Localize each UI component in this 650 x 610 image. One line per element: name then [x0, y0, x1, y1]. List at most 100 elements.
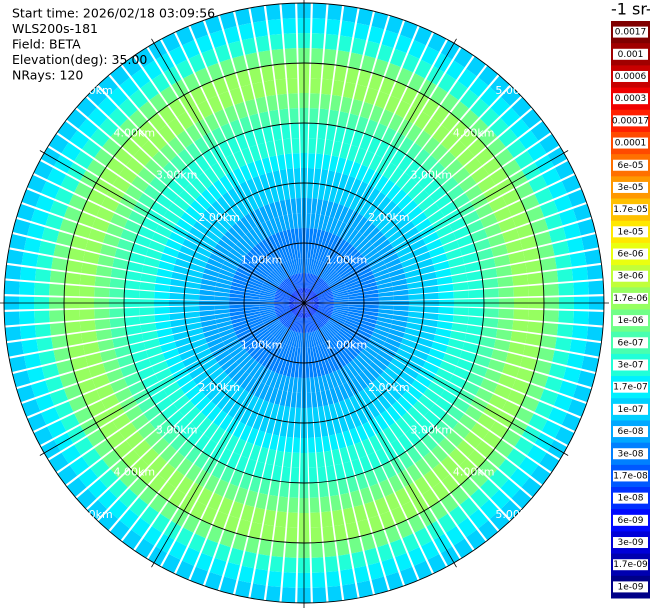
gate: [318, 297, 334, 301]
gate: [193, 343, 210, 355]
gate: [190, 200, 206, 215]
colorbar-label-bg: [613, 426, 648, 438]
colorbar-label-bg: [613, 403, 648, 415]
gate: [395, 552, 413, 572]
gate: [374, 273, 391, 282]
gate: [214, 350, 230, 363]
gate: [406, 385, 423, 400]
gate: [258, 190, 269, 206]
range-ring-label: 3.00km: [410, 169, 452, 182]
gate: [462, 252, 479, 264]
gate: [171, 271, 188, 281]
gate: [467, 316, 484, 326]
gate: [244, 306, 260, 311]
gate: [380, 371, 395, 386]
gate: [489, 167, 509, 185]
gate: [390, 506, 407, 525]
gate: [244, 213, 257, 229]
gate: [287, 376, 294, 393]
gate: [348, 304, 364, 308]
gate: [244, 309, 260, 314]
gate: [328, 403, 338, 420]
colorbar-label-bg: [613, 581, 648, 593]
gate: [356, 267, 372, 277]
gate: [349, 231, 363, 246]
gate: [398, 343, 415, 355]
gate: [369, 435, 383, 452]
gate: [288, 497, 299, 513]
gate: [289, 298, 304, 303]
gate: [360, 533, 376, 551]
gate: [339, 446, 351, 464]
gate: [155, 321, 172, 330]
gate: [374, 91, 390, 109]
gate: [224, 483, 239, 501]
gate: [160, 501, 178, 520]
gate: [21, 399, 41, 417]
gate: [376, 375, 391, 390]
gate: [573, 281, 589, 295]
gate: [34, 282, 50, 296]
gate: [335, 432, 347, 449]
gate: [305, 317, 308, 333]
gate: [234, 326, 250, 336]
gate: [480, 499, 500, 520]
gate: [128, 210, 146, 225]
gate: [215, 316, 232, 324]
gate: [74, 182, 93, 199]
gate: [263, 509, 276, 526]
gate: [452, 282, 469, 291]
gate: [440, 455, 459, 474]
gate: [149, 93, 168, 113]
gate: [69, 456, 90, 476]
gate: [338, 330, 352, 342]
gate: [445, 346, 463, 358]
gate: [304, 301, 319, 303]
gate: [423, 470, 441, 488]
gate: [214, 313, 231, 320]
gate: [56, 231, 74, 247]
colorbar-label-bg: [613, 359, 648, 371]
gate: [74, 437, 94, 456]
gate: [214, 286, 231, 293]
gate: [462, 210, 480, 225]
gate: [27, 366, 45, 383]
gate: [176, 527, 194, 547]
gate: [238, 22, 254, 41]
gate: [276, 266, 287, 280]
gate: [450, 486, 469, 505]
gate: [339, 400, 350, 416]
gate: [63, 383, 82, 400]
gate: [436, 368, 453, 382]
gate: [447, 184, 465, 201]
gate: [308, 452, 317, 468]
gate: [279, 199, 288, 216]
gate: [498, 287, 514, 298]
gate: [542, 322, 559, 336]
gate: [235, 133, 249, 151]
gate: [269, 372, 279, 388]
gate: [383, 253, 399, 264]
gate: [306, 317, 310, 333]
gate: [333, 297, 349, 301]
gate: [320, 421, 329, 437]
gate: [317, 329, 326, 344]
gate: [464, 333, 481, 345]
gate: [495, 265, 513, 277]
gate: [252, 246, 265, 260]
gate: [298, 362, 303, 378]
gate: [177, 440, 194, 458]
gate: [345, 344, 359, 358]
gate: [388, 328, 405, 338]
gate: [201, 235, 218, 248]
spoke: [151, 38, 305, 304]
gate: [274, 296, 290, 301]
gate: [351, 551, 367, 569]
gate: [586, 264, 603, 280]
gate: [278, 343, 287, 359]
gate: [306, 317, 311, 333]
gate: [548, 407, 567, 425]
gate: [245, 231, 259, 246]
gate: [373, 123, 388, 141]
gate: [6, 341, 24, 357]
